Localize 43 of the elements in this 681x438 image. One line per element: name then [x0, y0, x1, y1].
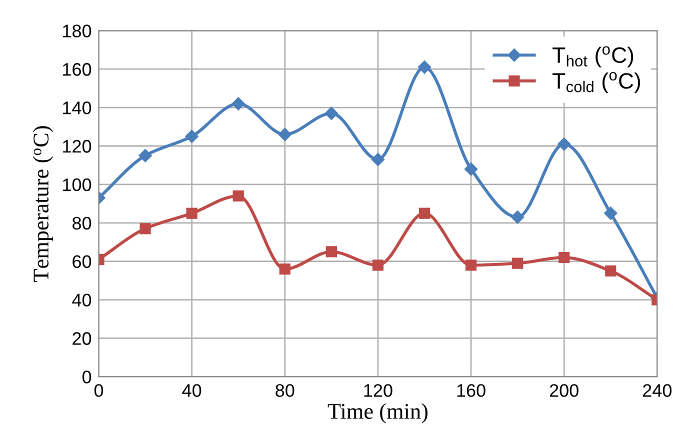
x-tick-label: 0 — [94, 384, 104, 397]
x-tick-label: 120 — [364, 384, 392, 397]
point — [558, 137, 571, 151]
y-tick-label: 120 — [63, 140, 92, 153]
point — [464, 162, 478, 176]
point — [232, 97, 245, 110]
x-axis-title: Time (min) — [328, 403, 428, 424]
point — [372, 260, 384, 271]
x-tick-label: 40 — [182, 384, 202, 397]
point — [604, 206, 618, 220]
x-tick-label: 160 — [457, 384, 486, 397]
legend-label: T$_{cold}$ ($^{o}$C) — [552, 72, 640, 94]
y-tick-label: 40 — [72, 294, 92, 307]
x-tick-label: 240 — [643, 384, 672, 397]
point — [185, 130, 198, 143]
y-tick-label: 140 — [63, 101, 92, 114]
legend-label: T$_{hot}$ ($^{o}$C) — [552, 46, 634, 68]
point — [140, 223, 151, 234]
point — [278, 128, 292, 142]
point — [418, 60, 432, 74]
point — [324, 106, 338, 120]
point — [371, 152, 385, 166]
point — [512, 258, 524, 269]
y-tick-label: 20 — [72, 332, 92, 345]
y-axis-title: Temperature ($^{o}$C) — [32, 126, 54, 282]
y-tick-label: 0 — [82, 370, 92, 384]
point — [605, 265, 616, 277]
point — [465, 260, 477, 271]
y-tick-label: 100 — [63, 178, 92, 192]
point — [186, 208, 198, 219]
x-tick-label: 200 — [550, 384, 578, 397]
y-tick-label: 60 — [72, 255, 92, 268]
y-tick-label: 80 — [72, 216, 92, 230]
point — [418, 208, 430, 219]
point — [326, 246, 337, 258]
point — [232, 190, 244, 202]
point — [138, 149, 152, 162]
point — [279, 263, 290, 275]
x-tick-label: 80 — [276, 384, 294, 397]
point — [510, 210, 524, 224]
y-tick-label: 160 — [63, 63, 92, 76]
y-tick-label: 180 — [63, 24, 92, 38]
point — [558, 252, 570, 264]
